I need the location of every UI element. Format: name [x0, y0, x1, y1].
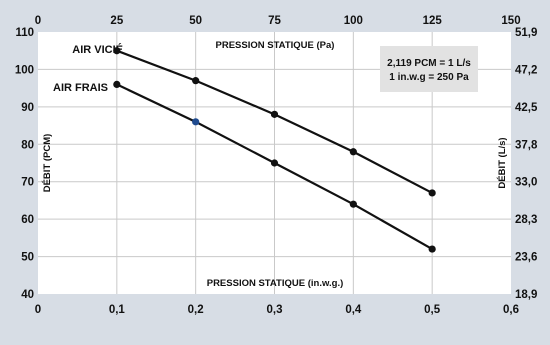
y-right-tick-label: 18,9 — [515, 289, 537, 301]
grid-lines — [38, 32, 511, 294]
data-point — [192, 118, 200, 126]
x-axis-title: PRESSION STATIQUE (in.w.g.) — [207, 278, 344, 289]
y-right-tick-label: 23,6 — [515, 252, 537, 264]
x-tick-label: 0 — [35, 304, 41, 316]
conversion-note-line-1: 2,119 PCM = 1 L/s — [387, 58, 471, 69]
conversion-note-line-2: 1 in.w.g = 250 Pa — [389, 72, 469, 83]
x-tick-label: 0,4 — [345, 304, 362, 316]
x-top-tick-label: 100 — [344, 15, 363, 27]
y-right-tick-label: 28,3 — [515, 214, 537, 226]
y-tick-label: 50 — [21, 252, 34, 264]
y-tick-label: 40 — [21, 289, 34, 301]
x-tick-label: 0,1 — [109, 304, 126, 316]
data-point — [270, 110, 279, 118]
x-tick-label: 0,6 — [503, 304, 519, 316]
tick-labels: 40 18,9 50 23,6 60 28,3 70 33,0 80 37,8 90 42,5 100 4… — [15, 15, 538, 316]
data-point — [349, 200, 357, 208]
y-right-tick-label: 47,2 — [515, 64, 537, 76]
x-top-tick-label: 50 — [189, 15, 202, 27]
y-tick-label: 70 — [21, 177, 34, 189]
x-top-tick-label: 25 — [110, 15, 123, 27]
y-right-axis-title: DÉBIT (L/s) — [497, 137, 508, 188]
y-right-tick-label: 42,5 — [515, 102, 538, 114]
x-top-axis-title: PRESSION STATIQUE (Pa) — [216, 40, 335, 51]
data-point — [349, 148, 357, 156]
y-tick-label: 60 — [21, 214, 34, 226]
data-point — [428, 245, 436, 253]
data-point — [428, 189, 436, 197]
y-right-tick-label: 51,9 — [515, 27, 537, 39]
y-axis-title: DÉBIT (PCM) — [42, 134, 53, 193]
y-right-tick-label: 37,8 — [515, 139, 538, 151]
x-tick-label: 0,5 — [424, 304, 441, 316]
data-point — [270, 159, 279, 167]
data-points — [113, 47, 436, 253]
series-label-air-frais: AIR FRAIS — [53, 82, 108, 94]
y-tick-label: 80 — [21, 139, 34, 151]
y-tick-label: 100 — [15, 64, 34, 76]
x-top-tick-label: 75 — [268, 15, 281, 27]
x-tick-label: 0,2 — [188, 304, 204, 316]
series-label-air-vicie: AIR VICIÉ — [72, 43, 123, 56]
data-point — [113, 47, 121, 55]
data-point — [113, 80, 121, 88]
y-right-tick-label: 33,0 — [515, 177, 537, 189]
x-top-tick-label: 150 — [501, 15, 520, 27]
x-tick-label: 0,3 — [267, 304, 283, 316]
y-tick-label: 90 — [21, 102, 34, 114]
x-top-tick-label: 0 — [35, 15, 41, 27]
data-point — [192, 77, 200, 85]
conversion-note-box — [380, 46, 478, 92]
y-tick-label: 110 — [15, 27, 34, 39]
x-top-tick-label: 125 — [423, 15, 443, 27]
